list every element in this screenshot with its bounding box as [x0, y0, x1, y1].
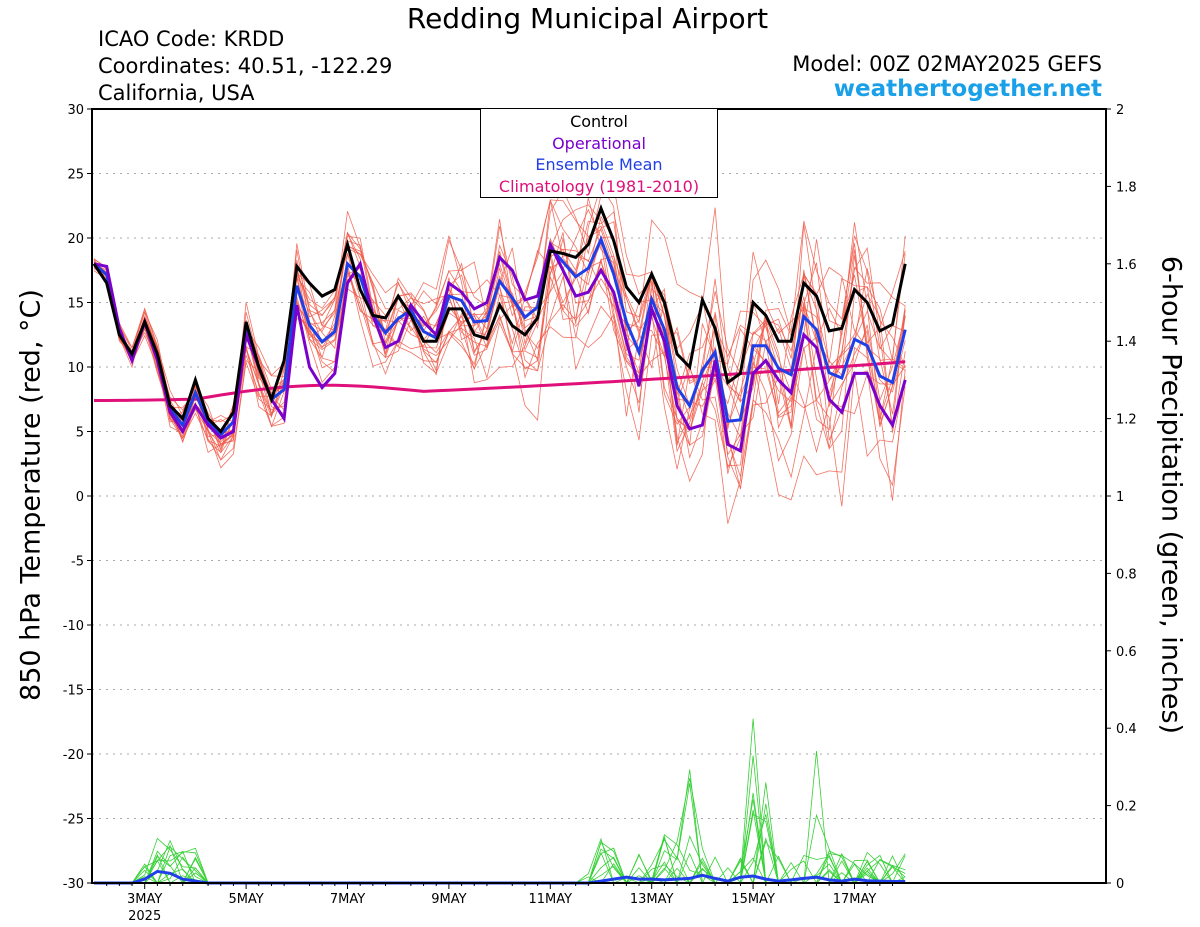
y-tick-label: -5: [71, 555, 84, 570]
y-tick-label: 20: [67, 232, 84, 247]
y-tick-label: 5: [76, 426, 84, 441]
x-tick-label: 7MAY: [330, 892, 365, 907]
operational-line: [93, 240, 907, 454]
ensemble-member-line: [93, 211, 906, 463]
y-tick-label: -25: [63, 813, 84, 828]
y-tick-label: -30: [63, 877, 84, 892]
ensemble-member-line: [93, 218, 906, 490]
y2-tick-label: 1: [1116, 490, 1124, 505]
ensemble-member-line: [93, 199, 906, 447]
y2-tick-label: 2: [1116, 103, 1124, 118]
y2-tick-label: 0: [1116, 877, 1124, 892]
ensemble-mean-line: [93, 235, 907, 437]
ensemble-member-line: [93, 184, 906, 524]
legend-control: Control: [570, 112, 628, 131]
legend-operational: Operational: [552, 133, 646, 153]
legend-climatology: Climatology (1981-2010): [498, 176, 700, 196]
y2-tick-label: 1.8: [1116, 180, 1137, 195]
chart-title: Redding Municipal Airport: [406, 2, 769, 35]
precip-member-line: [94, 718, 906, 884]
precip-member-line: [94, 836, 906, 884]
ensemble-member-line: [93, 208, 906, 461]
control-line: [92, 203, 907, 434]
y2-tick-label: 1.4: [1116, 335, 1137, 350]
y-tick-label: 30: [67, 103, 84, 118]
precip-member-line: [94, 751, 906, 884]
precip-member-line: [94, 813, 906, 884]
precip-member-line: [94, 803, 906, 884]
x-tick-year: 2025: [128, 909, 161, 924]
precip-member-line: [94, 755, 906, 884]
region: California, USA: [98, 81, 255, 105]
precip-member-line: [94, 769, 906, 885]
legend-mean: Ensemble Mean: [535, 155, 663, 174]
y-tick-label: -15: [63, 684, 84, 699]
x-tick-label: 15MAY: [731, 892, 775, 907]
x-tick-label: 5MAY: [228, 892, 263, 907]
precip-member-line: [94, 813, 906, 884]
ensemble-member-line: [93, 207, 906, 445]
y-tick-label: 25: [67, 168, 84, 183]
y2-tick-label: 0.6: [1116, 645, 1137, 660]
y2-tick-label: 1.6: [1116, 258, 1137, 273]
ensemble-member-line: [93, 200, 906, 450]
x-tick-label: 9MAY: [431, 892, 466, 907]
ensemble-member-line: [93, 238, 906, 469]
y2-tick-label: 1.2: [1116, 413, 1137, 428]
y2-tick-label: 0.2: [1116, 800, 1137, 815]
precip-member-line: [94, 814, 906, 884]
site-link[interactable]: weathertogether.net: [833, 76, 1102, 102]
ensemble-member-line: [93, 197, 906, 470]
y2-tick-label: 0.8: [1116, 567, 1137, 582]
icao-code: ICAO Code: KRDD: [98, 27, 285, 51]
y-tick-label: 10: [67, 361, 84, 376]
ensemble-member-line: [93, 215, 906, 460]
x-tick-label: 17MAY: [833, 892, 877, 907]
coordinates: Coordinates: 40.51, -122.29: [98, 54, 393, 78]
y-tick-label: -20: [63, 748, 84, 763]
precip-member-line: [94, 799, 906, 884]
x-tick-label: 13MAY: [630, 892, 674, 907]
y-tick-label: 0: [76, 490, 84, 505]
model-run: Model: 00Z 02MAY2025 GEFS: [792, 52, 1102, 76]
y2-tick-label: 0.4: [1116, 722, 1137, 737]
legend: Control Operational Ensemble Mean Climat…: [480, 108, 718, 198]
climatology-line: [94, 360, 906, 402]
precip-member-line: [94, 809, 906, 884]
x-tick-label: 11MAY: [529, 892, 573, 907]
y-tick-label: -10: [63, 619, 84, 634]
x-tick-label: 3MAY: [127, 892, 162, 907]
y-tick-label: 15: [67, 297, 84, 312]
